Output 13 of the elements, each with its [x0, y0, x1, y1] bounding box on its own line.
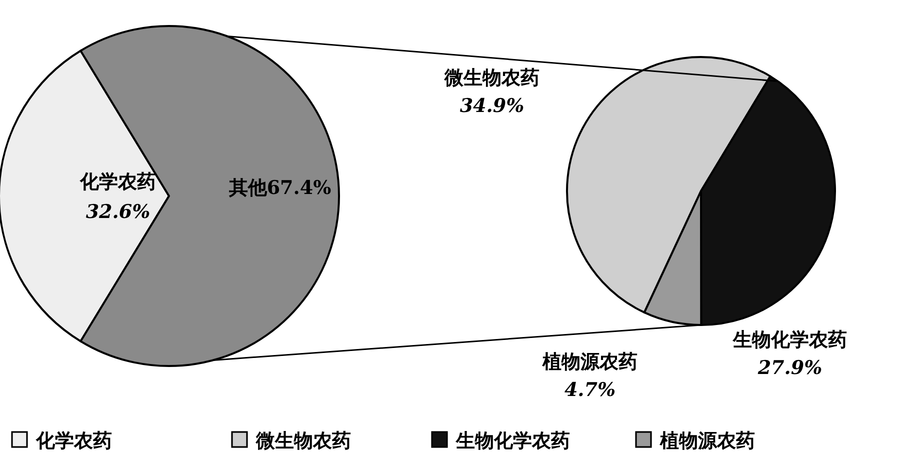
slice-label: 微生物农药: [444, 67, 540, 89]
data-label: 34.9%: [460, 95, 524, 117]
slice-label: 其他67.4%: [228, 177, 332, 199]
legend-label: 化学农药: [35, 430, 112, 452]
legend-label: 生物化学农药: [455, 430, 570, 452]
slice-label: 生物化学农药: [732, 329, 847, 351]
legend-label: 微生物农药: [255, 430, 351, 452]
legend-label: 植物源农药: [659, 430, 755, 452]
slice-label: 植物源农药: [542, 351, 638, 373]
slice-label: 化学农药: [79, 171, 156, 193]
data-label: 32.6%: [86, 201, 150, 223]
data-label: 4.7%: [564, 379, 616, 401]
data-label: 27.9%: [756, 357, 822, 379]
